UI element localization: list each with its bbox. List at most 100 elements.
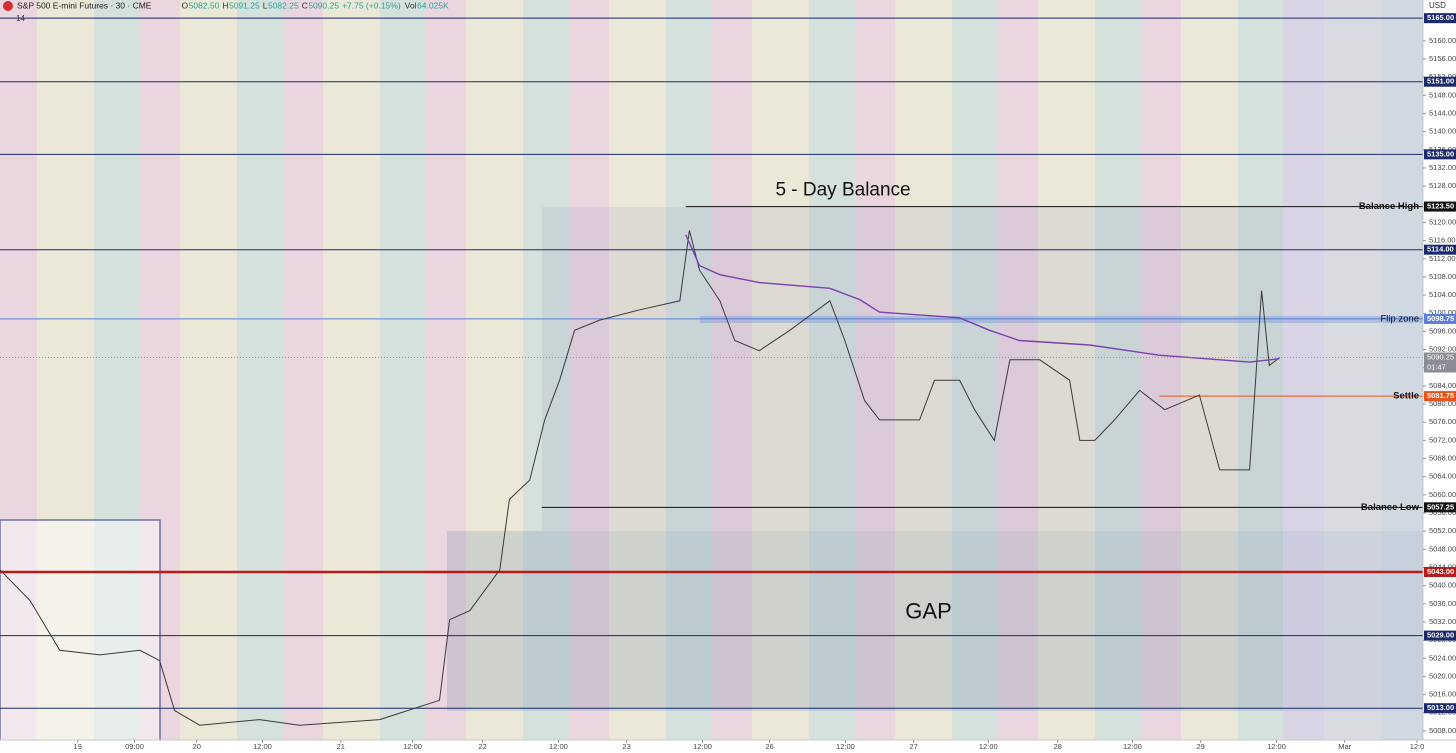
y-tick-label: 5008.00 bbox=[1429, 726, 1456, 735]
x-tick-label: 09:00 bbox=[125, 742, 144, 751]
axes: 5008.005012.005016.005020.005024.005028.… bbox=[0, 13, 1456, 751]
level-tag-label: 5114.00 bbox=[1427, 245, 1454, 254]
y-tick-label: 5052.00 bbox=[1429, 526, 1456, 535]
y-tick-label: 5016.00 bbox=[1429, 690, 1456, 699]
y-tick-label: 5160.00 bbox=[1429, 36, 1456, 45]
x-tick-label: 21 bbox=[337, 742, 345, 751]
level-tag bbox=[1424, 391, 1456, 402]
session-stripe bbox=[94, 0, 140, 740]
session-stripe bbox=[466, 0, 523, 740]
x-tick-label: 22 bbox=[478, 742, 486, 751]
x-tick-label: 12:00 bbox=[1267, 742, 1286, 751]
y-tick-label: 5148.00 bbox=[1429, 90, 1456, 99]
y-tick-label: 5116.00 bbox=[1429, 236, 1456, 245]
session-stripe bbox=[1095, 0, 1141, 740]
y-tick-label: 5144.00 bbox=[1429, 108, 1456, 117]
x-tick-label: 26 bbox=[765, 742, 773, 751]
price-axis bbox=[1423, 0, 1456, 753]
y-tick-label: 5108.00 bbox=[1429, 272, 1456, 281]
y-tick-label: 5132.00 bbox=[1429, 163, 1456, 172]
indicator-count: 14 bbox=[16, 14, 25, 23]
y-tick-label: 5056.00 bbox=[1429, 508, 1456, 517]
x-tick-label: 12:0 bbox=[1410, 742, 1425, 751]
volume-key: Vol bbox=[405, 0, 417, 10]
y-tick-label: 5080.00 bbox=[1429, 399, 1456, 408]
session-stripe bbox=[809, 0, 855, 740]
time-axis bbox=[0, 740, 1456, 753]
x-tick-label: 12:00 bbox=[836, 742, 855, 751]
x-tick-label: 12:00 bbox=[403, 742, 422, 751]
symbol-icon bbox=[3, 1, 13, 11]
session-stripe bbox=[426, 0, 466, 740]
x-tick-label: 29 bbox=[1196, 742, 1204, 751]
last-price-label: 5090.25 bbox=[1427, 352, 1454, 361]
level-tag bbox=[1424, 567, 1456, 578]
level-tag bbox=[1424, 76, 1456, 87]
ohlc-key: C bbox=[302, 0, 308, 10]
series: 5 - Day Balance GAP bbox=[0, 180, 1280, 726]
level-tag bbox=[1424, 149, 1456, 160]
ohlc-key: L bbox=[263, 0, 268, 10]
x-tick-label: 12:00 bbox=[693, 742, 712, 751]
session-stripe bbox=[283, 0, 323, 740]
session-stripe bbox=[1181, 0, 1238, 740]
ohlc-value: 5082.50 bbox=[189, 0, 220, 10]
level-name: Flip zone bbox=[1380, 313, 1419, 324]
level-tag-label: 5098.75 bbox=[1427, 314, 1454, 323]
countdown-label: 01:47 bbox=[1427, 362, 1446, 371]
session-stripes bbox=[0, 0, 1427, 740]
session-stripe bbox=[523, 0, 569, 740]
x-tick-label: 27 bbox=[909, 742, 917, 751]
ohlc-key: O bbox=[181, 0, 188, 10]
level-tag-label: 5081.75 bbox=[1427, 391, 1454, 400]
y-tick-label: 5096.00 bbox=[1429, 326, 1456, 335]
annotation: GAP bbox=[905, 599, 951, 624]
y-tick-label: 5064.00 bbox=[1429, 472, 1456, 481]
level-tag bbox=[1424, 313, 1456, 324]
level-tag bbox=[1424, 630, 1456, 641]
level-tag-label: 5165.00 bbox=[1427, 13, 1454, 22]
y-tick-label: 5092.00 bbox=[1429, 345, 1456, 354]
y-tick-label: 5152.00 bbox=[1429, 72, 1456, 81]
ohlc-value: 5082.25 bbox=[268, 0, 299, 10]
y-tick-label: 5100.00 bbox=[1429, 308, 1456, 317]
symbol-title: S&P 500 E-mini Futures · 30 · CME bbox=[17, 0, 152, 10]
x-tick-label: 28 bbox=[1054, 742, 1062, 751]
prior-box bbox=[0, 519, 161, 743]
level-tag-label: 5151.00 bbox=[1427, 77, 1454, 86]
session-stripe bbox=[855, 0, 895, 740]
session-stripe bbox=[952, 0, 998, 740]
volume-value: 64.025K bbox=[417, 0, 449, 10]
header: S&P 500 E-mini Futures · 30 · CME O 5082.5… bbox=[3, 0, 1446, 23]
y-tick-label: 5044.00 bbox=[1429, 562, 1456, 571]
y-tick-label: 5112.00 bbox=[1429, 254, 1456, 263]
balance-box bbox=[542, 207, 1283, 531]
y-tick-label: 5068.00 bbox=[1429, 454, 1456, 463]
y-tick-label: 5048.00 bbox=[1429, 544, 1456, 553]
session-stripe bbox=[1038, 0, 1095, 740]
session-stripe bbox=[37, 0, 94, 740]
x-tick-label: 12:00 bbox=[979, 742, 998, 751]
session-stripe bbox=[998, 0, 1038, 740]
y-tick-label: 5072.00 bbox=[1429, 435, 1456, 444]
session-stripe bbox=[1141, 0, 1181, 740]
session-stripe bbox=[569, 0, 609, 740]
ohlc-key: H bbox=[222, 0, 228, 10]
level-tag bbox=[1424, 13, 1456, 24]
currency: USD bbox=[1429, 1, 1446, 10]
change: +7.75 (+0.15%) bbox=[342, 0, 401, 10]
x-tick-label: Mar bbox=[1338, 742, 1351, 751]
vwap-line bbox=[685, 234, 1280, 363]
x-tick-label: 12:00 bbox=[549, 742, 568, 751]
level-tag-label: 5123.50 bbox=[1427, 202, 1454, 211]
price-line bbox=[0, 230, 1280, 726]
session-stripe bbox=[380, 0, 426, 740]
y-tick-label: 5024.00 bbox=[1429, 653, 1456, 662]
y-tick-label: 5120.00 bbox=[1429, 217, 1456, 226]
x-tick-label: 12:00 bbox=[1123, 742, 1142, 751]
gap-box bbox=[447, 531, 1423, 711]
session-stripe bbox=[895, 0, 952, 740]
level-tag bbox=[1424, 201, 1456, 212]
session-stripe bbox=[666, 0, 712, 740]
